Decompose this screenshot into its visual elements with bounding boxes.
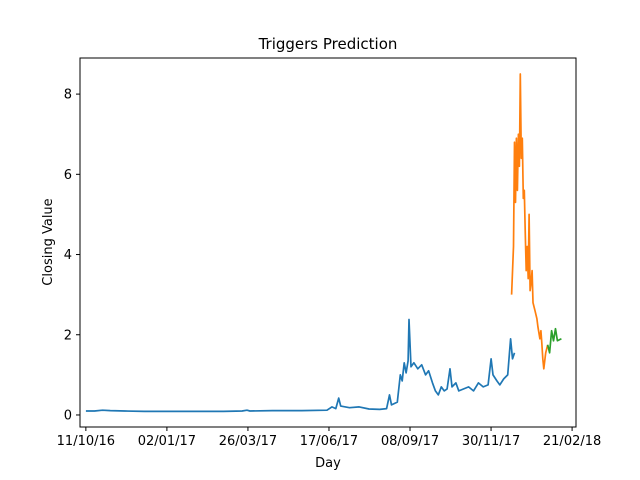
y-tick-label: 2 (64, 328, 72, 343)
series-line-1 (85, 318, 516, 413)
y-tick-label: 6 (64, 168, 72, 183)
chart-title: Triggers Prediction (258, 35, 398, 53)
plot-frame (79, 57, 577, 428)
series-line-3 (546, 327, 562, 354)
y-tick-label: 0 (64, 408, 72, 423)
x-tick-label: 02/01/17 (138, 434, 196, 449)
x-tick-label: 30/11/17 (462, 434, 520, 449)
x-tick-label: 11/10/16 (57, 434, 115, 449)
y-axis-label: Closing Value (41, 198, 56, 285)
x-axis: 11/10/16 02/01/17 26/03/17 17/06/17 08/09/17… (57, 427, 601, 449)
series-layer (85, 73, 562, 413)
y-axis: 0 2 4 6 8 (64, 88, 80, 423)
series-line-2 (510, 73, 549, 370)
x-tick-label: 08/09/17 (381, 434, 439, 449)
x-tick-label: 21/02/18 (543, 434, 601, 449)
x-axis-label: Day (315, 456, 341, 471)
y-tick-label: 4 (64, 248, 72, 263)
plot-area (80, 58, 576, 427)
x-tick-label: 17/06/17 (300, 434, 358, 449)
y-tick-label: 8 (64, 88, 72, 103)
x-tick-label: 26/03/17 (219, 434, 277, 449)
